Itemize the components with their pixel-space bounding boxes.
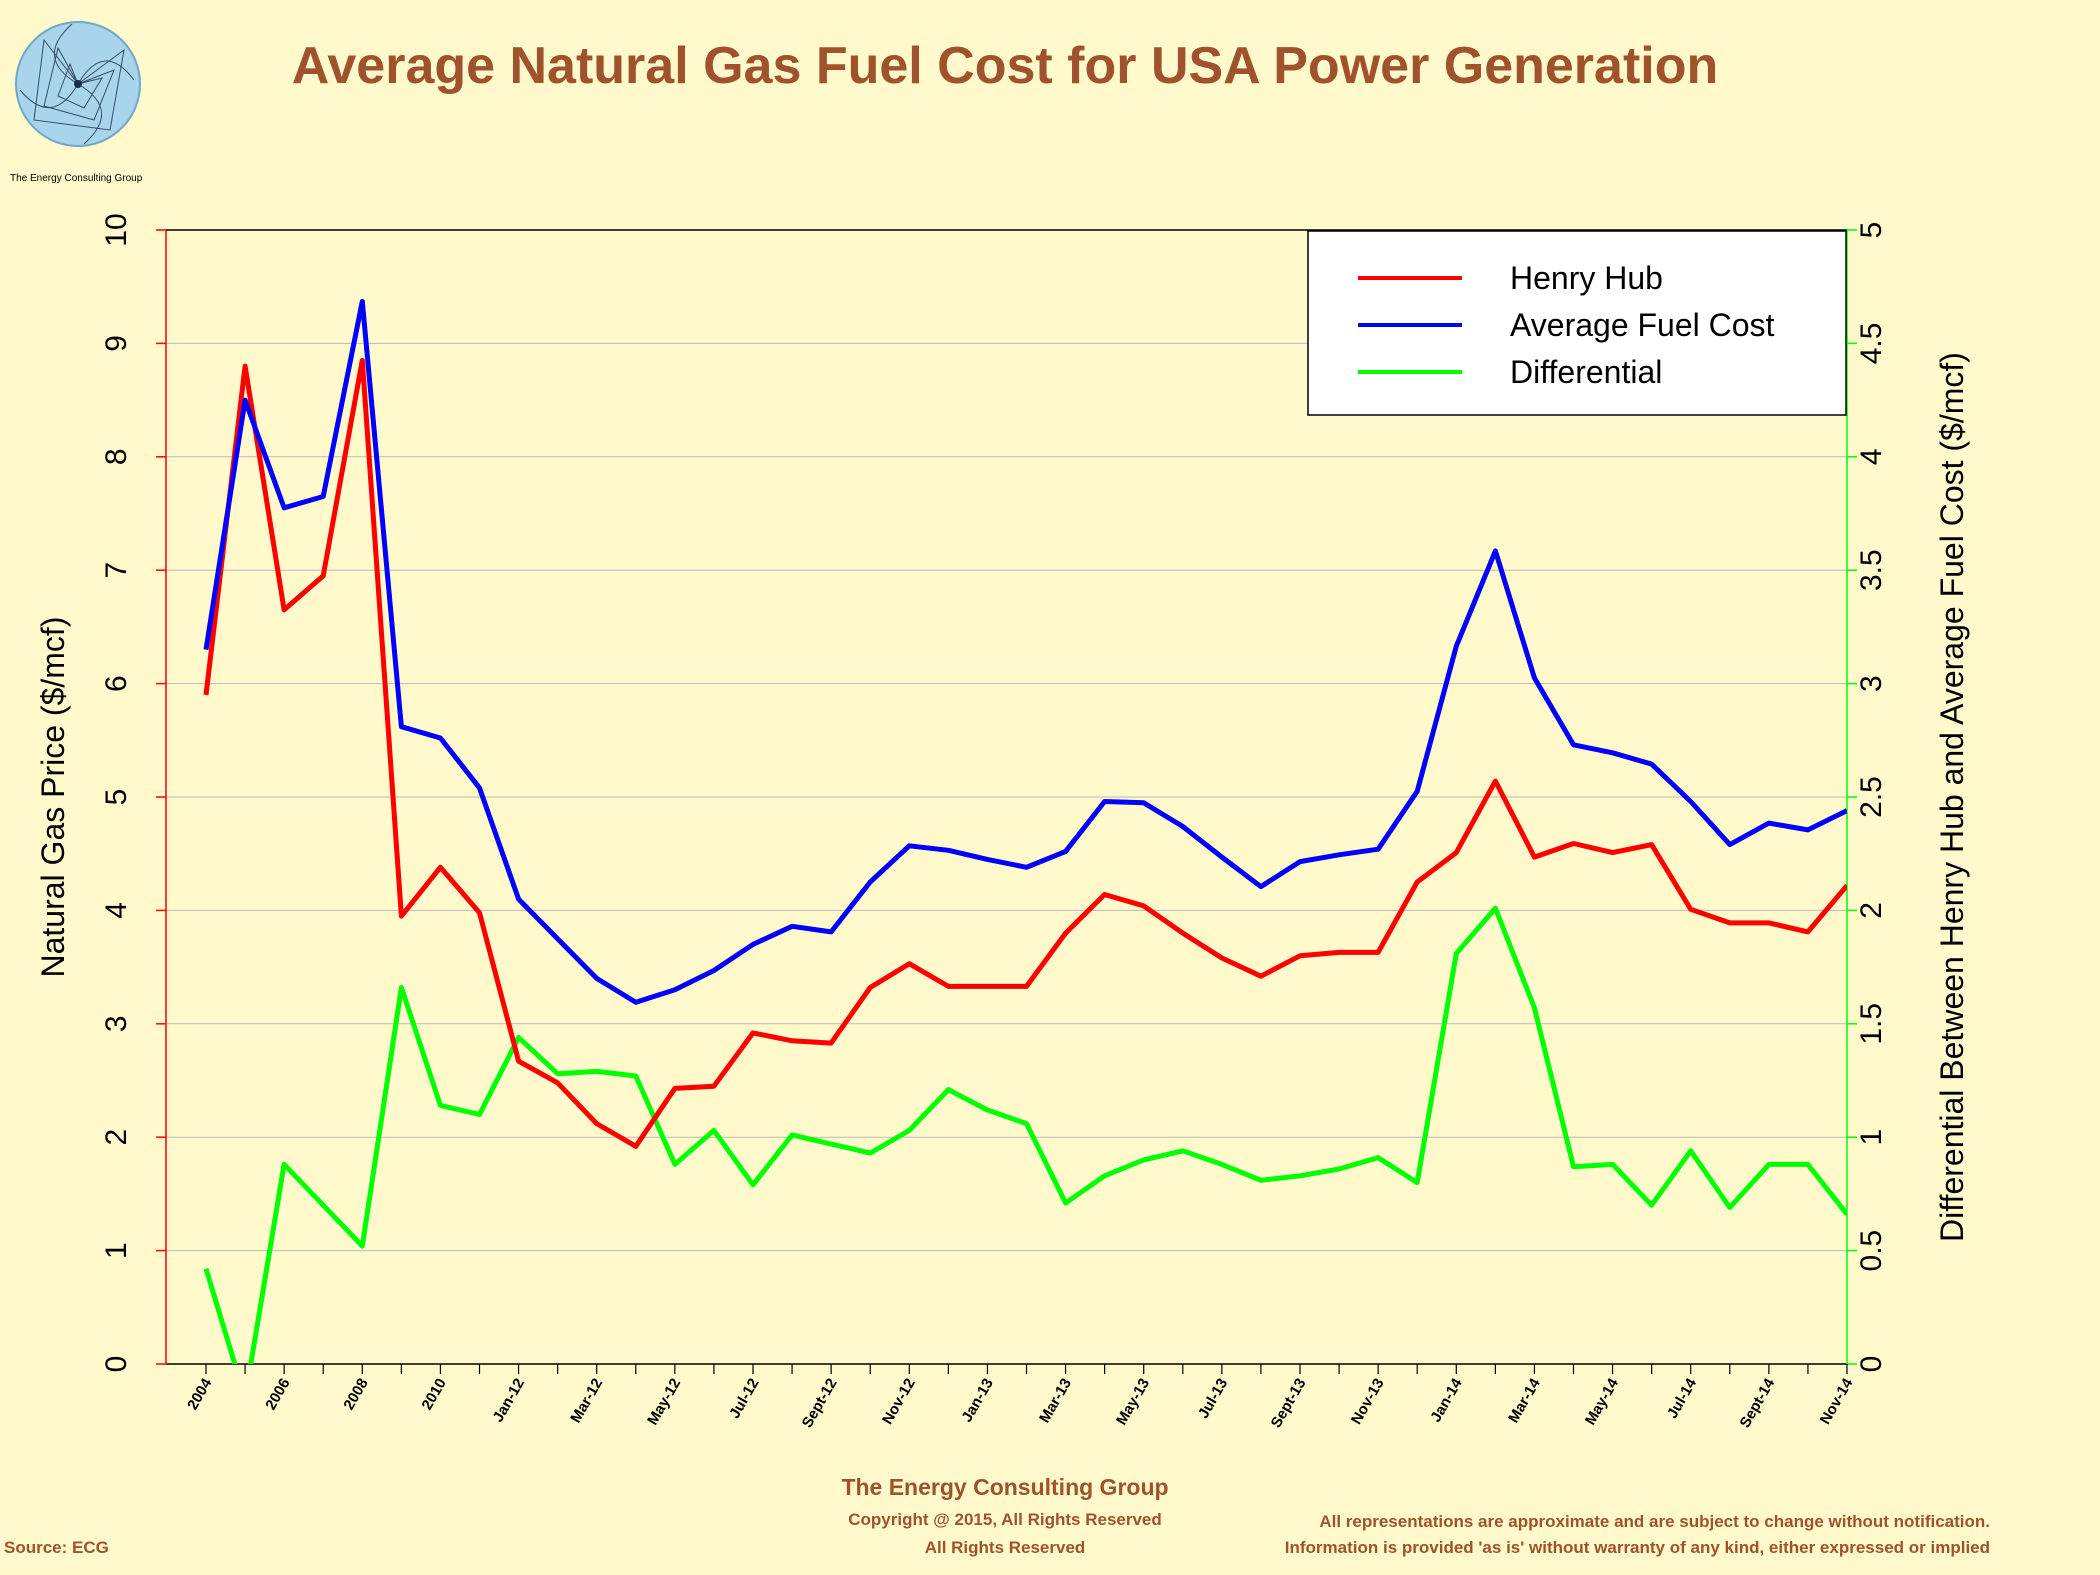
footer-company: The Energy Consulting Group (841, 1474, 1169, 1500)
left-y-tick-label: 9 (100, 335, 133, 352)
x-tick-label: 2010 (418, 1376, 449, 1413)
right-y-tick-label: 4.5 (1855, 323, 1888, 365)
left-y-tick-label: 2 (100, 1129, 133, 1146)
x-tick-label: Sept-12 (799, 1376, 841, 1431)
right-y-tick-label: 2.5 (1855, 776, 1888, 818)
x-tick-label: Jul-12 (726, 1376, 762, 1422)
footer-copyright: Copyright @ 2015, All Rights Reserved (848, 1510, 1162, 1529)
legend-label: Average Fuel Cost (1510, 307, 1775, 343)
right-y-tick-label: 2 (1855, 902, 1888, 919)
x-tick-label: May-14 (1582, 1375, 1622, 1428)
left-y-tick-label: 4 (100, 902, 133, 919)
x-tick-label: Mar-13 (1036, 1376, 1075, 1426)
x-tick-label: Sept-14 (1737, 1375, 1779, 1431)
x-tick-label: May-13 (1113, 1376, 1153, 1429)
x-tick-label: Jul-13 (1195, 1376, 1231, 1422)
left-y-tick-label: 3 (100, 1015, 133, 1032)
left-y-tick-label: 7 (100, 562, 133, 579)
footer-disclaimer-2: Information is provided 'as is' without … (1284, 1538, 1990, 1557)
left-y-tick-label: 8 (100, 448, 133, 465)
x-tick-label: Mar-12 (567, 1376, 606, 1426)
x-tick-label: 2004 (184, 1375, 216, 1413)
x-tick-label: Nov-12 (879, 1376, 919, 1428)
line-chart: 0 1 2 3 4 5 6 7 8 9 10 0 0.5 1 1.5 2 2.5 3 3.5 4 4.5 5 Natural… (35, 213, 1970, 1431)
x-tick-label: 2006 (262, 1376, 293, 1413)
legend-label: Henry Hub (1510, 260, 1663, 296)
right-y-tick-label: 4 (1855, 448, 1888, 465)
series-line-differential (203, 905, 1847, 1364)
right-y-tick-label: 1 (1855, 1129, 1888, 1146)
x-tick-label: Jan-14 (1427, 1375, 1466, 1425)
left-y-tick-label: 10 (100, 213, 133, 246)
right-y-tick-label: 3 (1855, 675, 1888, 692)
footer-rights: All Rights Reserved (924, 1538, 1086, 1557)
right-y-tick-label: 5 (1855, 222, 1888, 239)
footer-disclaimer-1: All representations are approximate and … (1319, 1512, 1990, 1531)
right-y-tick-label: 3.5 (1855, 549, 1888, 591)
right-y-tick-label: 1.5 (1855, 1003, 1888, 1045)
x-tick-label: Nov-13 (1348, 1376, 1388, 1428)
x-tick-label: Nov-14 (1817, 1375, 1857, 1427)
x-tick-label: Mar-14 (1505, 1375, 1544, 1426)
left-y-tick-label: 1 (100, 1242, 133, 1259)
series-line-henry-hub (203, 357, 1847, 1149)
x-tick-label: Jan-13 (958, 1376, 996, 1426)
footer-source: Source: ECG (4, 1538, 109, 1557)
right-y-tick-label: 0.5 (1855, 1230, 1888, 1272)
left-axis-title: Natural Gas Price ($/mcf) (35, 617, 71, 978)
left-y-tick-label: 0 (100, 1356, 133, 1373)
x-tick-label: 2008 (340, 1376, 371, 1413)
right-y-tick-label: 0 (1855, 1356, 1888, 1373)
x-tick-label: Jan-12 (490, 1376, 528, 1426)
x-tick-label: May-12 (644, 1376, 684, 1429)
left-y-tick-label: 6 (100, 675, 133, 692)
series-line-average-fuel-cost (203, 298, 1847, 1005)
left-y-tick-label: 5 (100, 789, 133, 806)
company-logo (14, 20, 154, 190)
x-tick-label: Sept-13 (1268, 1376, 1310, 1431)
logo-caption: The Energy Consulting Group (10, 173, 143, 184)
chart-title: Average Natural Gas Fuel Cost for USA Po… (291, 37, 1719, 95)
legend-label: Differential (1510, 354, 1662, 390)
spiral-logo-icon (15, 21, 141, 147)
x-tick-label: Jul-14 (1664, 1375, 1701, 1422)
right-axis-title: Differential Between Henry Hub and Avera… (1934, 352, 1970, 1242)
series-group (203, 298, 1847, 1364)
